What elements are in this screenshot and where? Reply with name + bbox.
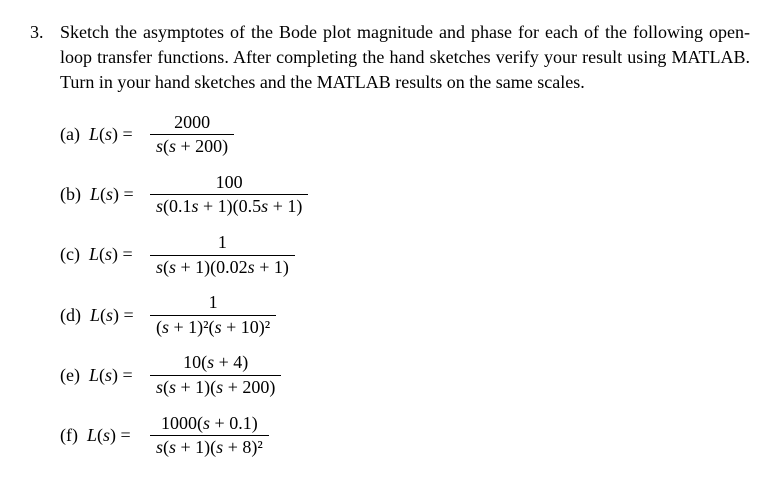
part-row: (f) L(s) = 1000(s + 0.1)s(s + 1)(s + 8)² [60, 413, 750, 459]
part-row: (e) L(s) = 10(s + 4)s(s + 1)(s + 200) [60, 352, 750, 398]
part-label: (a) L(s) = [60, 122, 150, 147]
problem-text: Sketch the asymptotes of the Bode plot m… [60, 20, 750, 96]
denominator: s(0.1s + 1)(0.5s + 1) [150, 195, 308, 218]
numerator: 1 [150, 232, 295, 256]
parts-list: (a) L(s) = 2000s(s + 200)(b) L(s) = 100s… [60, 112, 750, 459]
denominator: s(s + 200) [150, 135, 234, 158]
part-label: (d) L(s) = [60, 303, 150, 328]
part-row: (b) L(s) = 100s(0.1s + 1)(0.5s + 1) [60, 172, 750, 218]
equation: 1s(s + 1)(0.02s + 1) [150, 232, 295, 278]
equation: 100s(0.1s + 1)(0.5s + 1) [150, 172, 308, 218]
problem-number: 3. [30, 20, 60, 45]
fraction: 100s(0.1s + 1)(0.5s + 1) [150, 172, 308, 218]
numerator: 1000(s + 0.1) [150, 413, 269, 437]
numerator: 10(s + 4) [150, 352, 281, 376]
part-label: (c) L(s) = [60, 242, 150, 267]
equation: 1000(s + 0.1)s(s + 1)(s + 8)² [150, 413, 269, 459]
fraction: 1000(s + 0.1)s(s + 1)(s + 8)² [150, 413, 269, 459]
problem-block: 3. Sketch the asymptotes of the Bode plo… [30, 20, 750, 96]
part-row: (c) L(s) = 1s(s + 1)(0.02s + 1) [60, 232, 750, 278]
fraction: 1(s + 1)²(s + 10)² [150, 292, 276, 338]
numerator: 1 [150, 292, 276, 316]
fraction: 2000s(s + 200) [150, 112, 234, 158]
part-label: (e) L(s) = [60, 363, 150, 388]
equation: 2000s(s + 200) [150, 112, 234, 158]
denominator: s(s + 1)(s + 8)² [150, 436, 269, 459]
denominator: (s + 1)²(s + 10)² [150, 316, 276, 339]
numerator: 2000 [150, 112, 234, 136]
equation: 10(s + 4)s(s + 1)(s + 200) [150, 352, 281, 398]
numerator: 100 [150, 172, 308, 196]
denominator: s(s + 1)(0.02s + 1) [150, 256, 295, 279]
part-label: (f) L(s) = [60, 423, 150, 448]
part-row: (a) L(s) = 2000s(s + 200) [60, 112, 750, 158]
part-row: (d) L(s) = 1(s + 1)²(s + 10)² [60, 292, 750, 338]
equation: 1(s + 1)²(s + 10)² [150, 292, 276, 338]
part-label: (b) L(s) = [60, 182, 150, 207]
fraction: 10(s + 4)s(s + 1)(s + 200) [150, 352, 281, 398]
denominator: s(s + 1)(s + 200) [150, 376, 281, 399]
fraction: 1s(s + 1)(0.02s + 1) [150, 232, 295, 278]
